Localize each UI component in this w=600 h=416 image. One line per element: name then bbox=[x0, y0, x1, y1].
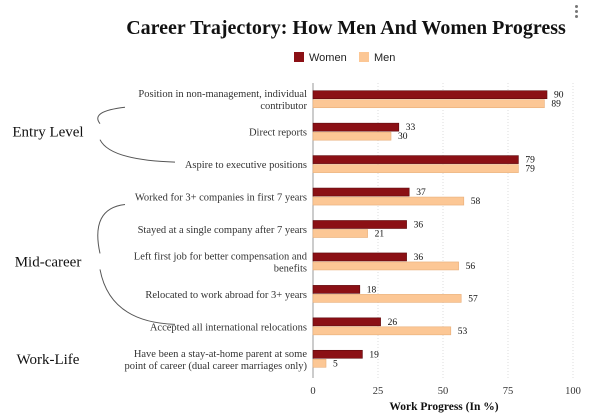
category-label: Position in non-management, individual co… bbox=[138, 89, 307, 112]
data-label-women: 19 bbox=[369, 350, 379, 360]
category-label: Direct reports bbox=[249, 128, 307, 139]
legend-label-men: Men bbox=[374, 52, 395, 64]
bar-men bbox=[312, 261, 459, 271]
category-label: Worked for 3+ companies in first 7 years bbox=[135, 193, 307, 204]
data-label-women: 90 bbox=[554, 91, 564, 101]
bar-men bbox=[312, 131, 392, 141]
bar-women bbox=[312, 252, 407, 262]
bar-women bbox=[312, 317, 381, 327]
legend-swatch-women bbox=[294, 52, 304, 62]
category-labels: Position in non-management, individual co… bbox=[125, 89, 308, 372]
bar-men bbox=[312, 229, 368, 238]
category-label: Relocated to work abroad for 3+ years bbox=[145, 290, 307, 301]
data-label-men: 89 bbox=[551, 100, 561, 110]
data-label-men: 21 bbox=[375, 230, 385, 240]
x-tick-label: 100 bbox=[565, 386, 581, 397]
data-label-women: 36 bbox=[414, 253, 424, 263]
legend-swatch-men bbox=[359, 52, 369, 62]
x-tick-label: 0 bbox=[310, 386, 315, 397]
bar-women bbox=[312, 122, 400, 132]
x-tick-label: 50 bbox=[438, 386, 449, 397]
group-bracket bbox=[97, 204, 176, 325]
bar-women bbox=[312, 220, 407, 229]
data-label-women: 79 bbox=[525, 156, 535, 166]
data-label-women: 26 bbox=[388, 318, 398, 328]
bar-men bbox=[312, 99, 545, 109]
bar-men bbox=[312, 326, 452, 336]
bar-women bbox=[312, 349, 363, 359]
category-label: Stayed at a single company after 7 years bbox=[138, 225, 307, 236]
bar-women bbox=[312, 90, 548, 100]
data-label-women: 18 bbox=[367, 285, 377, 295]
bars: 90 33 79 37 36 36 18 26 19 89 30 79 58 21 56 57 53 5 bbox=[312, 90, 564, 369]
x-tick-label: 75 bbox=[503, 386, 514, 397]
bar-men bbox=[312, 164, 519, 173]
group-label: Entry Level bbox=[12, 125, 83, 141]
group-label: Work-Life bbox=[17, 352, 80, 368]
group-label: Mid-career bbox=[15, 254, 82, 270]
bar-men bbox=[312, 358, 327, 368]
bar-men bbox=[312, 196, 465, 206]
group-labels: Entry Level Mid-career Work-Life bbox=[12, 106, 176, 368]
x-axis-title: Work Progress (In %) bbox=[389, 401, 498, 413]
data-label-women: 36 bbox=[414, 221, 424, 231]
bar-women bbox=[312, 155, 519, 164]
data-label-men: 79 bbox=[525, 165, 535, 175]
data-label-women: 37 bbox=[416, 188, 426, 198]
bar-men bbox=[312, 294, 462, 303]
legend-label-women: Women bbox=[309, 52, 347, 64]
category-label: Accepted all international relocations bbox=[150, 322, 307, 333]
category-label: Aspire to executive positions bbox=[185, 160, 307, 171]
data-label-men: 30 bbox=[398, 132, 408, 142]
legend: Women Men bbox=[294, 52, 395, 64]
data-label-men: 5 bbox=[333, 359, 338, 369]
data-label-women: 33 bbox=[406, 123, 416, 133]
more-options-icon[interactable] bbox=[572, 3, 580, 23]
data-label-men: 53 bbox=[458, 327, 468, 337]
bar-women bbox=[312, 187, 410, 197]
category-label: Have been a stay-at-home parent at some p… bbox=[125, 349, 308, 372]
chart-title: Career Trajectory: How Men And Women Pro… bbox=[126, 17, 566, 39]
group-bracket bbox=[97, 106, 176, 163]
data-label-men: 58 bbox=[471, 197, 481, 207]
category-label: Left first job for better compensation a… bbox=[134, 251, 308, 274]
data-label-men: 56 bbox=[466, 262, 476, 272]
x-tick-label: 25 bbox=[373, 386, 384, 397]
x-axis-ticks: 0 25 50 75 100 bbox=[310, 386, 581, 397]
bar-women bbox=[312, 285, 361, 294]
data-label-men: 57 bbox=[468, 294, 478, 304]
